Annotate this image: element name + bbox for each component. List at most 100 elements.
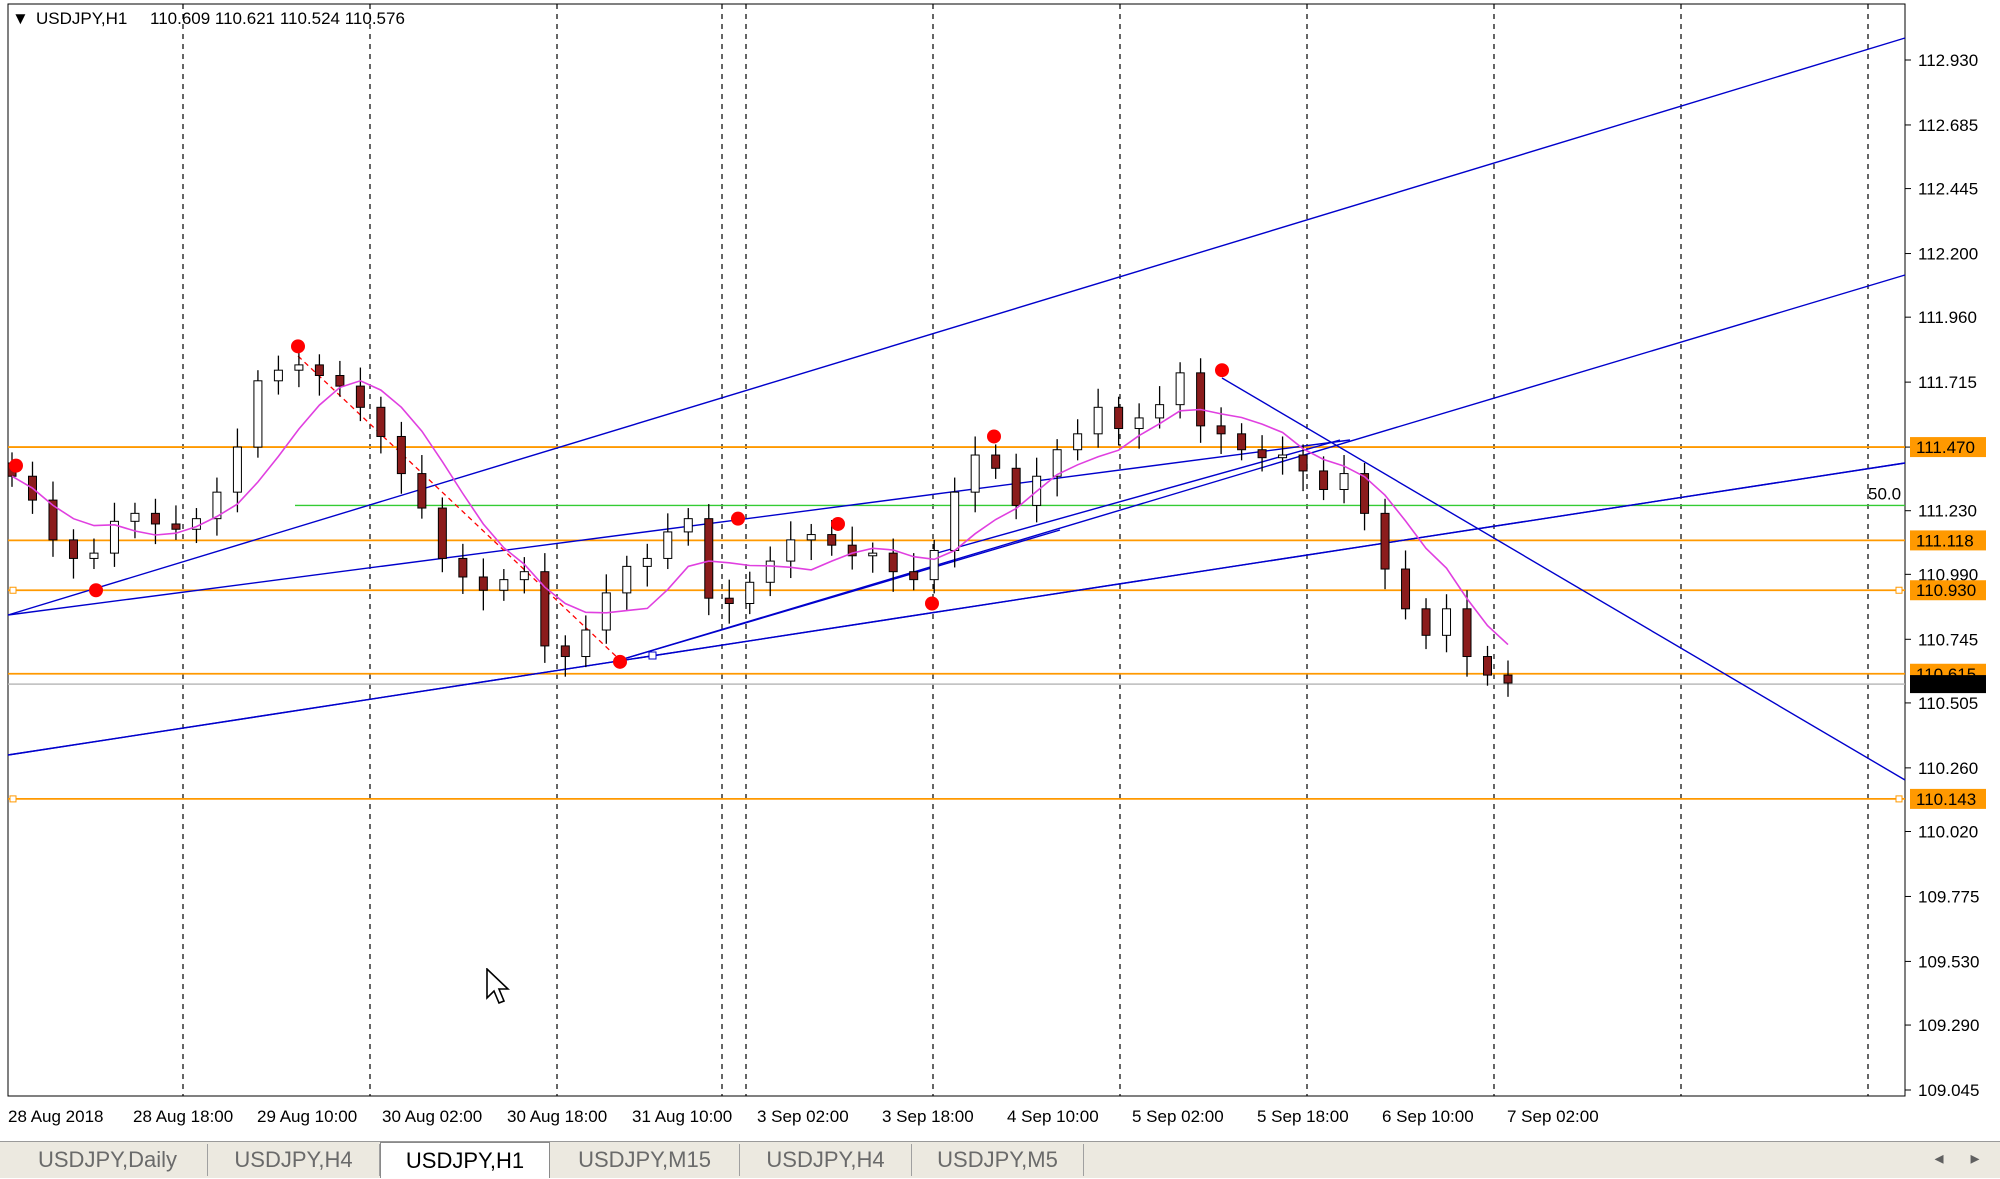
pivot-marker (291, 339, 305, 354)
candle (130, 512, 140, 522)
ohlc-readout: 110.609 110.621 110.524 110.576 (150, 9, 405, 28)
y-tick-label: 109.045 (1918, 1081, 1979, 1100)
candle (519, 571, 529, 581)
candle (622, 565, 632, 594)
candle (786, 539, 796, 562)
tab-scroll-right-icon[interactable]: ▸ (1970, 1148, 1980, 1168)
level-anchor (9, 795, 17, 803)
candle (991, 454, 1001, 469)
pivot-marker (9, 458, 23, 473)
pivot-marker (613, 654, 627, 669)
price-level-tag (1910, 530, 1986, 551)
candle (683, 518, 693, 533)
candle (1155, 404, 1165, 419)
tab-usdjpy-daily[interactable]: USDJPY,Daily (8, 1144, 208, 1176)
candle (601, 592, 611, 631)
x-tick-label: 30 Aug 18:00 (507, 1107, 607, 1126)
candle (1175, 372, 1185, 406)
mouse-cursor-icon (486, 967, 512, 1013)
chart-area[interactable]: 112.930 112.685 112.445 112.200 111.960 111.7… (0, 0, 2000, 1140)
current-price-tag (1910, 675, 1986, 694)
dropdown-icon[interactable]: ▼ (12, 9, 29, 28)
price-level-tag-text: 111.118 (1916, 531, 1974, 550)
candle (335, 374, 345, 387)
candle (396, 435, 406, 475)
candle (171, 523, 181, 530)
pivot-marker (89, 583, 103, 598)
tab-usdjpy-h4-2[interactable]: USDJPY,H4 (740, 1144, 912, 1176)
y-tick-label: 110.745 (1918, 630, 1978, 649)
y-tick-label: 111.715 (1918, 373, 1977, 392)
y-tick-label: 109.775 (1918, 887, 1979, 906)
candle (253, 380, 263, 448)
candle (1339, 473, 1349, 490)
candle (1380, 512, 1390, 570)
candle (950, 491, 960, 551)
price-level-tag-text: 110.930 (1916, 581, 1976, 600)
candle (724, 597, 734, 605)
y-tick-label: 110.260 (1918, 759, 1978, 778)
x-tick-label: 29 Aug 10:00 (257, 1107, 357, 1126)
tab-usdjpy-h4[interactable]: USDJPY,H4 (208, 1144, 380, 1176)
fib-retracement-line (297, 355, 621, 661)
trend-anchor (648, 651, 657, 660)
candle (48, 499, 58, 541)
candle (109, 520, 119, 554)
candle (150, 512, 160, 525)
candle (1196, 372, 1206, 427)
candle (1421, 608, 1431, 636)
candle (1073, 433, 1083, 451)
candle (1462, 608, 1472, 658)
candle (642, 557, 652, 567)
candle (1503, 674, 1513, 684)
candle (314, 364, 324, 376)
pivot-marker (987, 429, 1001, 444)
candle (909, 571, 919, 581)
tab-scroll-left-icon[interactable]: ◂ (1934, 1148, 1944, 1168)
candle (294, 364, 304, 371)
candle (273, 369, 283, 382)
x-tick-label: 3 Sep 18:00 (882, 1107, 974, 1126)
candle (745, 581, 755, 605)
candle (1401, 568, 1411, 610)
candle (1298, 454, 1308, 472)
candle (827, 534, 837, 546)
x-tick-label: 5 Sep 02:00 (1132, 1107, 1224, 1126)
level-anchor (1895, 795, 1903, 803)
tab-usdjpy-m15[interactable]: USDJPY,M15 (550, 1144, 740, 1176)
y-tick-label: 112.685 (1918, 116, 1978, 135)
price-chart[interactable]: 112.930 112.685 112.445 112.200 111.960 111.7… (0, 0, 2000, 1140)
y-tick-label: 110.505 (1918, 694, 1978, 713)
candle (437, 507, 447, 559)
candle (581, 629, 591, 658)
candle (970, 454, 980, 493)
fib-50-label: 50.0 (1868, 484, 1901, 503)
level-anchor (9, 586, 17, 594)
trend-line (7, 37, 1906, 616)
candle (1093, 406, 1103, 435)
candle (929, 549, 939, 581)
price-level-tag (1910, 580, 1986, 601)
x-tick-label: 28 Aug 18:00 (133, 1107, 233, 1126)
price-level-tag (1910, 437, 1986, 458)
candle (1114, 406, 1124, 430)
trend-line (619, 529, 1061, 661)
y-tick-label: 109.290 (1918, 1016, 1979, 1035)
pivot-marker (831, 516, 845, 531)
candle (540, 571, 550, 647)
candle (806, 534, 816, 541)
candle (888, 552, 898, 573)
x-tick-label: 5 Sep 18:00 (1257, 1107, 1349, 1126)
y-tick-label: 112.200 (1918, 245, 1978, 264)
x-tick-label: 4 Sep 10:00 (1007, 1107, 1099, 1126)
x-tick-label: 30 Aug 02:00 (382, 1107, 482, 1126)
candle (212, 491, 222, 520)
candle (1442, 608, 1452, 636)
tab-usdjpy-m5[interactable]: USDJPY,M5 (912, 1144, 1084, 1176)
candle (1237, 433, 1247, 451)
candle (663, 531, 673, 559)
y-tick-label: 111.230 (1918, 502, 1977, 521)
candle (560, 645, 570, 658)
x-tick-label: 7 Sep 02:00 (1507, 1107, 1599, 1126)
tab-usdjpy-h1[interactable]: USDJPY,H1 (380, 1142, 550, 1178)
